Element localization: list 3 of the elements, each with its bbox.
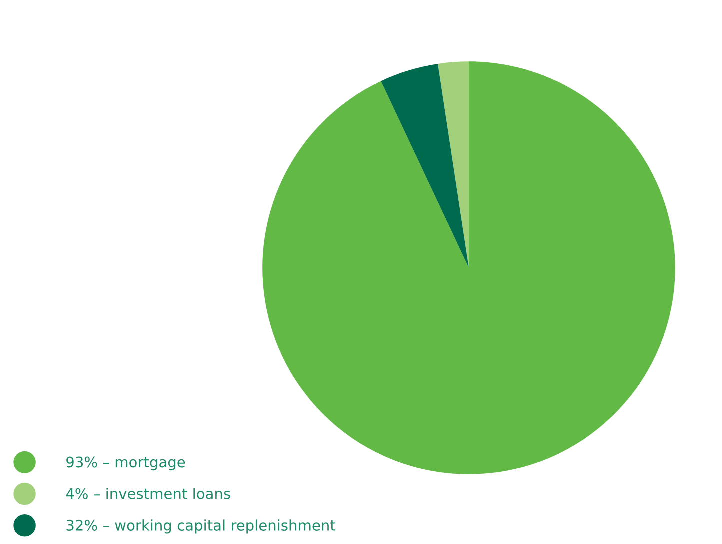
legend-label: 4% – investment loans	[66, 488, 230, 500]
legend-label: 32% – working capital replenishment	[66, 520, 336, 534]
legend-label: 93% – mortgage	[66, 456, 186, 471]
